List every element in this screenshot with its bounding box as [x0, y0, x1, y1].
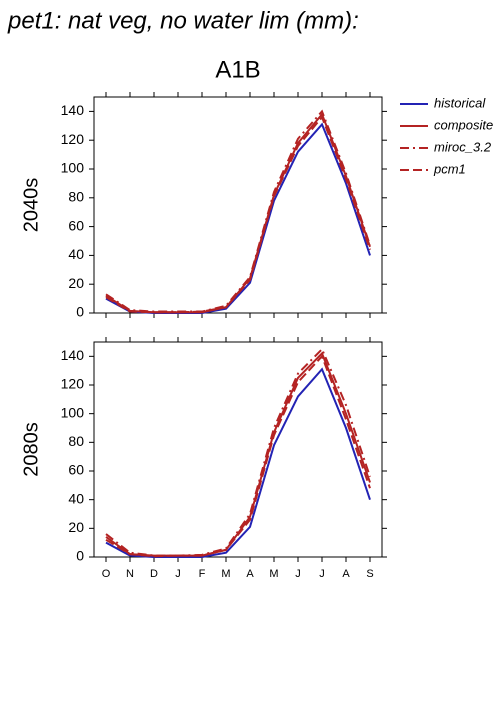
data-line	[105, 115, 371, 314]
y-tick-label: 0	[76, 548, 84, 564]
x-tick-label: M	[221, 568, 230, 580]
y-tick-label: 100	[61, 160, 85, 176]
chart-title: A1B	[215, 56, 260, 83]
x-tick-label: D	[150, 568, 158, 580]
y-tick-label: 140	[61, 102, 85, 118]
data-line	[105, 347, 371, 557]
x-tick-label: A	[246, 568, 254, 580]
x-tick-label: O	[102, 568, 111, 580]
data-line	[105, 367, 371, 558]
legend-label: miroc_3.2	[434, 139, 492, 154]
legend-label: historical	[434, 95, 486, 110]
y-tick-label: 80	[68, 189, 84, 205]
y-tick-label: 20	[68, 275, 84, 291]
y-tick-label: 40	[68, 246, 84, 262]
y-tick-label: 140	[61, 347, 85, 363]
x-tick-label: N	[126, 568, 134, 580]
plot-frame	[93, 341, 383, 558]
y-tick-label: 60	[68, 462, 84, 478]
x-tick-label: M	[269, 568, 278, 580]
x-tick-label: J	[175, 568, 181, 580]
y-tick-label: 0	[76, 304, 84, 320]
x-tick-label: F	[199, 568, 206, 580]
y-tick-label: 40	[68, 490, 84, 506]
y-axis-label: 2040s	[20, 178, 42, 233]
x-tick-label: J	[295, 568, 301, 580]
y-tick-label: 60	[68, 217, 84, 233]
y-tick-label: 100	[61, 404, 85, 420]
data-line	[105, 354, 371, 558]
data-line	[105, 122, 371, 314]
x-tick-label: J	[319, 568, 325, 580]
legend-label: composite	[434, 117, 493, 132]
y-axis-label: 2080s	[20, 422, 42, 477]
y-tick-label: 80	[68, 433, 84, 449]
y-tick-label: 20	[68, 519, 84, 535]
x-tick-label: S	[366, 568, 373, 580]
data-line	[105, 351, 371, 557]
plot-frame	[93, 96, 383, 314]
y-tick-label: 120	[61, 131, 85, 147]
y-tick-label: 120	[61, 376, 85, 392]
legend-label: pcm1	[433, 161, 466, 176]
page-title: pet1: nat veg, no water lim (mm):	[7, 7, 359, 34]
x-tick-label: A	[342, 568, 350, 580]
